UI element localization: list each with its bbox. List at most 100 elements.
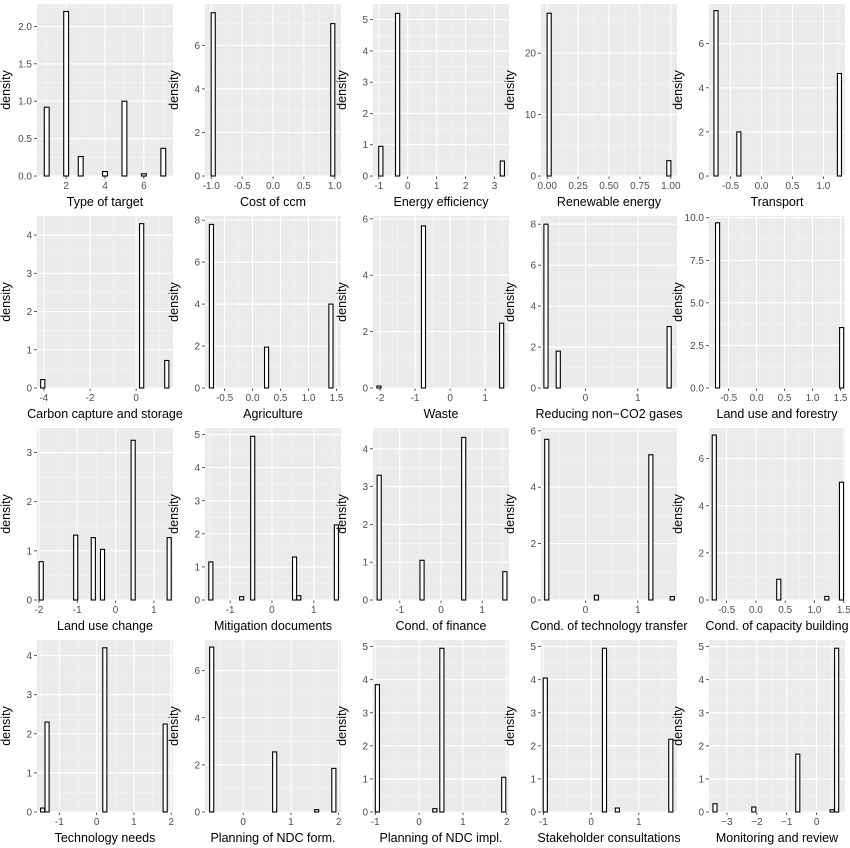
x-axis-label: Waste — [424, 407, 459, 421]
y-tick-label: 4 — [362, 271, 368, 282]
y-tick-label: 0 — [530, 172, 536, 183]
y-tick-label: 3 — [26, 690, 32, 701]
x-axis-label: Cond. of technology transfer — [530, 619, 687, 633]
y-tick-label: 4 — [26, 231, 32, 242]
y-tick-label: 2 — [194, 760, 200, 771]
x-tick-label: 1.5 — [330, 393, 344, 404]
x-tick-label: -1 — [411, 393, 420, 404]
x-tick-label: 2 — [63, 181, 69, 192]
x-axis-label: Carbon capture and storage — [27, 407, 183, 421]
y-tick-label: 4 — [530, 675, 536, 686]
x-tick-label: 0.5 — [778, 393, 792, 404]
histogram-bar — [501, 776, 507, 813]
histogram-bar — [736, 131, 742, 177]
y-tick-label: 5 — [362, 15, 368, 26]
y-tick-label: 1 — [362, 774, 368, 785]
x-tick-label: 1.0 — [328, 181, 342, 192]
y-tick-label: 0 — [698, 596, 704, 607]
x-tick-label: 0.5 — [786, 181, 800, 192]
y-tick-label: 1.0 — [18, 97, 32, 108]
y-axis-label: density — [167, 281, 181, 321]
histogram-bar — [555, 350, 561, 389]
y-tick-label: 6 — [530, 261, 536, 272]
y-tick-label: 4 — [194, 463, 200, 474]
y-tick-label: 4 — [530, 483, 536, 494]
histogram-bar — [666, 326, 672, 389]
histogram-bar — [40, 379, 46, 389]
x-tick-label: −2 — [751, 817, 763, 828]
y-tick-label: 8 — [530, 220, 536, 231]
panel-11: -2 -1 0 1 0 1 2 3 Land use change density — [0, 428, 173, 633]
panel-2: -1.0 -0.5 0.0 0.5 1.0 0 2 4 6 Cost of ccm density — [167, 4, 342, 209]
x-tick-label: 0.25 — [568, 181, 588, 192]
histogram-bar — [711, 434, 717, 601]
x-tick-label: 0.5 — [274, 393, 288, 404]
y-tick-label: 1 — [194, 562, 200, 573]
histogram-bar — [162, 723, 168, 813]
y-tick-label: 4 — [194, 84, 200, 95]
histogram-bar — [601, 647, 608, 813]
histogram-bar — [314, 809, 320, 813]
histogram-bar — [824, 595, 830, 601]
panel-4: 0.00 0.25 0.50 0.75 1.00 0 10 20 Renewable energ… — [503, 4, 681, 209]
x-tick-label: 0.0 — [266, 181, 280, 192]
y-tick-label: 4 — [530, 302, 536, 313]
x-tick-label: 0 — [269, 605, 275, 616]
x-tick-label: 0.5 — [297, 181, 311, 192]
x-tick-label: 1 — [635, 605, 641, 616]
y-tick-label: 1 — [26, 768, 32, 779]
histogram-bar — [140, 173, 147, 177]
x-axis-label: Energy efficiency — [394, 195, 490, 209]
y-tick-label: 0 — [362, 172, 368, 183]
x-axis-label: Transport — [750, 195, 804, 209]
y-tick-label: 3 — [26, 269, 32, 280]
histogram-bar — [394, 12, 401, 177]
histogram-bar — [614, 807, 620, 813]
x-tick-label: 0 — [405, 181, 411, 192]
y-tick-label: 0.5 — [18, 134, 32, 145]
histogram-bar — [714, 222, 721, 389]
histogram-bar — [331, 767, 337, 813]
x-tick-label: 1.5 — [834, 393, 848, 404]
x-tick-label: -0.5 — [720, 393, 738, 404]
histogram-bar — [713, 10, 719, 177]
histogram-bar — [139, 223, 145, 389]
x-tick-label: 0 — [133, 393, 139, 404]
x-tick-label: 0 — [447, 393, 453, 404]
histogram-bar — [250, 435, 256, 601]
histogram-bar — [209, 646, 215, 813]
x-tick-label: 1.5 — [837, 605, 850, 616]
panel-10: -0.5 0.0 0.5 1.0 1.5 0.0 2.5 5.0 7.5 10.0 Land use… — [671, 213, 848, 421]
y-tick-label: 3 — [362, 708, 368, 719]
histogram-bar — [208, 223, 215, 389]
y-axis-label: density — [0, 493, 13, 533]
y-tick-label: 1 — [698, 774, 704, 785]
panel-background — [205, 428, 341, 600]
x-tick-label: 0 — [113, 605, 119, 616]
x-tick-label: 0 — [814, 817, 820, 828]
x-tick-label: 0.0 — [755, 181, 769, 192]
x-axis-label: Land use change — [57, 619, 153, 633]
histogram-bar — [272, 751, 278, 813]
x-tick-label: 1 — [311, 605, 317, 616]
panel-16: -1 0 1 2 0 1 2 3 4 Technology needs density — [0, 640, 174, 845]
y-tick-label: 0 — [362, 808, 368, 819]
histogram-bar — [63, 10, 70, 177]
histogram-bar — [378, 145, 384, 177]
histogram-bar — [296, 595, 302, 601]
histogram-bar — [544, 438, 550, 601]
histogram-bar — [166, 537, 172, 601]
panel-3: -1 0 1 2 3 0 1 2 3 4 5 Energy efficiency density — [335, 4, 509, 209]
x-axis-label: Cost of ccm — [240, 195, 306, 209]
x-tick-label: -1 — [73, 605, 82, 616]
panel-9: 0 1 0 2 4 6 8 Reducing non−CO2 gases density — [503, 216, 682, 421]
panel-background — [541, 640, 677, 812]
histogram-bar — [73, 534, 79, 601]
x-tick-label: -1 — [226, 605, 235, 616]
histogram-bar — [499, 322, 505, 389]
y-tick-label: 10 — [525, 110, 537, 121]
x-tick-label: 1 — [131, 817, 137, 828]
y-tick-label: 2 — [698, 127, 704, 138]
y-tick-label: 0 — [698, 808, 704, 819]
x-tick-label: -2 — [376, 393, 385, 404]
